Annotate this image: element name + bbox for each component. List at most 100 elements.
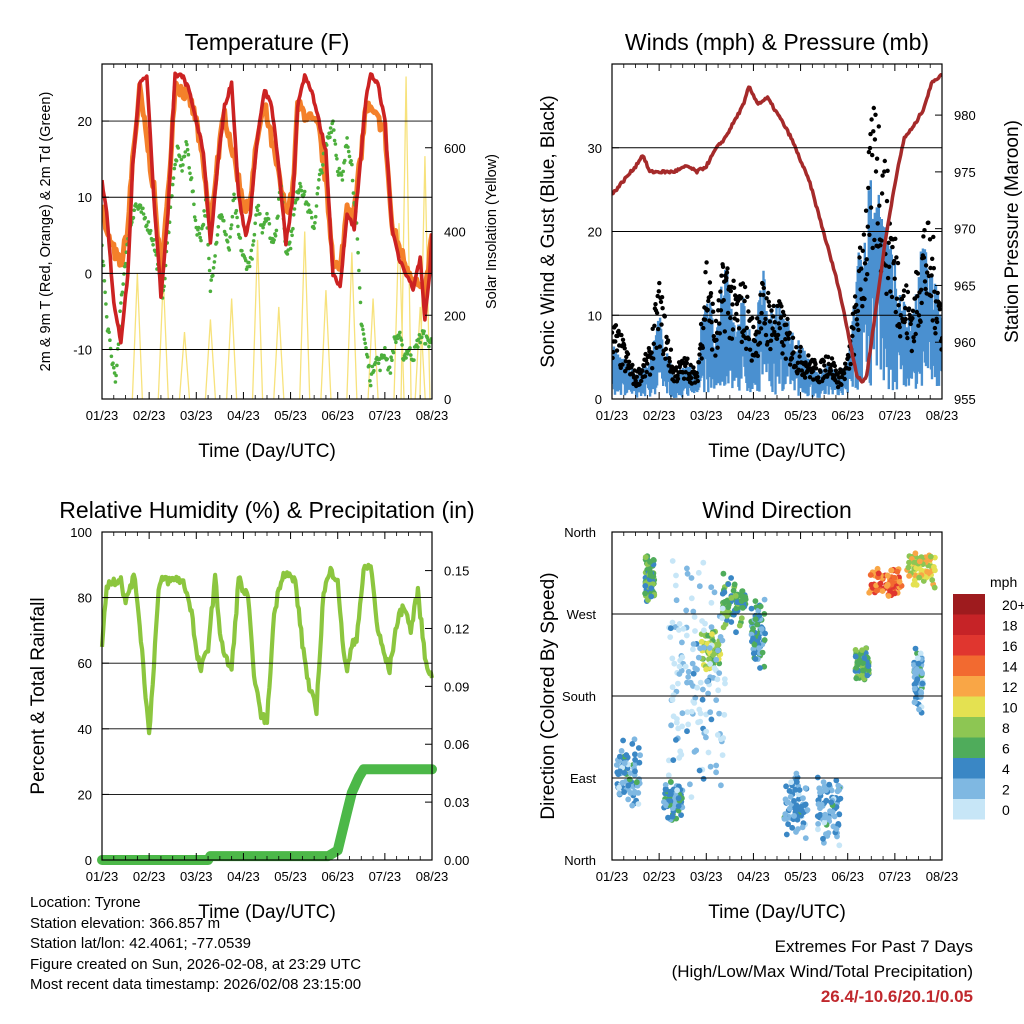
direction-point bbox=[697, 645, 703, 652]
gust-point bbox=[661, 351, 666, 357]
gust-point bbox=[784, 322, 789, 327]
y-tick-label: 80 bbox=[78, 591, 92, 606]
dewpoint-point bbox=[292, 207, 297, 211]
y-tick-label: 20 bbox=[588, 225, 602, 240]
gust-point bbox=[704, 260, 709, 265]
x-tick-label: 01/23 bbox=[86, 408, 119, 423]
y-right-tick-label: 200 bbox=[444, 308, 466, 323]
gust-point bbox=[889, 294, 895, 300]
direction-point bbox=[718, 782, 724, 789]
legend-swatch bbox=[953, 655, 985, 676]
x-tick-label: 07/23 bbox=[879, 408, 912, 423]
direction-point bbox=[694, 684, 701, 691]
direction-point bbox=[689, 660, 696, 667]
dewpoint-point bbox=[200, 226, 204, 231]
direction-point bbox=[802, 785, 809, 791]
direction-point bbox=[687, 781, 693, 788]
dewpoint-point bbox=[102, 259, 105, 264]
direction-point bbox=[688, 794, 695, 800]
dewpoint-point bbox=[172, 166, 177, 171]
dewpoint-point bbox=[310, 215, 314, 220]
gust-point bbox=[925, 270, 930, 275]
gust-point bbox=[821, 359, 826, 364]
gust-point bbox=[910, 308, 916, 313]
gust-point bbox=[741, 328, 747, 333]
dewpoint-point bbox=[211, 266, 216, 270]
y-right-tick-label: 970 bbox=[954, 222, 976, 237]
gust-point bbox=[744, 346, 749, 351]
direction-point bbox=[706, 645, 713, 651]
x-tick-label: 03/23 bbox=[180, 869, 213, 884]
direction-point bbox=[783, 783, 789, 790]
gust-point bbox=[695, 378, 700, 384]
direction-point bbox=[738, 615, 745, 622]
direction-point bbox=[836, 811, 843, 818]
gust-point bbox=[788, 362, 793, 367]
dewpoint-point bbox=[111, 361, 115, 366]
figure-created: Figure created on Sun, 2026-02-08, at 23… bbox=[30, 955, 362, 973]
direction-point bbox=[666, 757, 672, 764]
dewpoint-point bbox=[215, 233, 220, 237]
direction-point bbox=[793, 770, 800, 777]
gust-point bbox=[656, 326, 661, 332]
direction-point bbox=[707, 709, 714, 716]
direction-point bbox=[911, 699, 918, 706]
gust-point bbox=[750, 315, 755, 321]
gust-point bbox=[908, 321, 913, 327]
gust-point bbox=[905, 335, 910, 341]
y-right-tick-label: 0.12 bbox=[444, 621, 469, 636]
dewpoint-point bbox=[180, 169, 184, 173]
direction-point bbox=[867, 572, 874, 578]
legend-label: 0 bbox=[1002, 802, 1010, 818]
dewpoint-point bbox=[328, 126, 333, 130]
gust-point bbox=[822, 363, 827, 368]
dewpoint-point bbox=[290, 233, 294, 238]
direction-point bbox=[683, 632, 690, 639]
direction-point bbox=[884, 572, 891, 579]
gust-point bbox=[903, 305, 908, 311]
gust-point bbox=[758, 326, 764, 331]
direction-point bbox=[728, 619, 735, 625]
dewpoint-point bbox=[240, 249, 244, 253]
gust-point bbox=[665, 338, 671, 343]
direction-point bbox=[758, 626, 765, 632]
direction-point bbox=[914, 655, 921, 662]
dewpoint-point bbox=[227, 248, 232, 252]
y-right-tick-label: 0.06 bbox=[444, 737, 469, 752]
direction-point bbox=[750, 625, 756, 632]
gust-point bbox=[797, 354, 802, 359]
y-tick-label: West bbox=[567, 607, 597, 622]
legend-swatch bbox=[953, 799, 985, 820]
gust-point bbox=[769, 308, 774, 313]
direction-point bbox=[721, 711, 728, 718]
gust-point bbox=[848, 361, 853, 367]
gust-point bbox=[852, 294, 858, 299]
gust-point bbox=[623, 359, 628, 364]
gust-point bbox=[871, 105, 876, 111]
dewpoint-point bbox=[362, 337, 367, 342]
direction-point bbox=[629, 802, 636, 809]
gust-point bbox=[928, 293, 934, 299]
dewpoint-point bbox=[188, 171, 192, 176]
gust-point bbox=[698, 321, 704, 327]
dewpoint-point bbox=[113, 380, 118, 384]
direction-point bbox=[633, 779, 640, 786]
gust-point bbox=[701, 325, 706, 331]
direction-point bbox=[713, 697, 720, 703]
dewpoint-point bbox=[422, 329, 426, 334]
gust-point bbox=[901, 293, 906, 299]
dewpoint-point bbox=[373, 360, 378, 365]
legend-label: 16 bbox=[1002, 638, 1018, 654]
direction-point bbox=[629, 741, 636, 747]
y-right-tick-label: 965 bbox=[954, 278, 976, 293]
y-right-tick-label: 975 bbox=[954, 165, 976, 180]
dewpoint-point bbox=[202, 209, 206, 213]
gust-point bbox=[708, 291, 714, 296]
gust-point bbox=[883, 263, 889, 268]
gust-point bbox=[860, 248, 865, 253]
dewpoint-point bbox=[288, 246, 293, 251]
gust-point bbox=[791, 350, 796, 355]
direction-point bbox=[920, 578, 927, 584]
dewpoint-point bbox=[258, 212, 262, 216]
direction-point bbox=[905, 564, 912, 571]
